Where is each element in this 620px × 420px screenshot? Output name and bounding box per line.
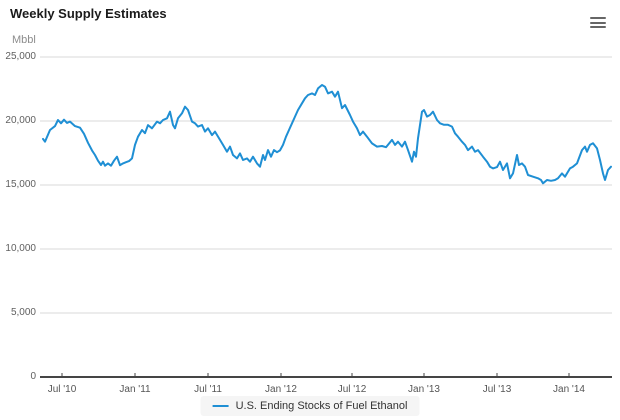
y-axis-title: Mbbl — [12, 34, 36, 46]
y-tick-label: 15,000 — [5, 179, 36, 190]
legend-label: U.S. Ending Stocks of Fuel Ethanol — [235, 400, 408, 412]
x-tick-label: Jan '11 — [119, 384, 151, 395]
x-tick-label: Jan '12 — [265, 384, 297, 395]
x-tick-label: Jul '11 — [194, 384, 222, 395]
x-tick-label: Jul '13 — [482, 384, 512, 395]
legend-item-us-ending-stocks[interactable]: U.S. Ending Stocks of Fuel Ethanol — [200, 396, 420, 416]
hamburger-menu-icon[interactable] — [590, 16, 606, 29]
y-tick-label: 5,000 — [10, 307, 36, 318]
x-tick-label: Jan '13 — [408, 384, 440, 395]
chart-title: Weekly Supply Estimates — [10, 6, 167, 21]
x-tick-label: Jul '12 — [337, 384, 367, 395]
x-tick-label: Jan '14 — [553, 384, 585, 395]
y-tick-label: 25,000 — [5, 51, 36, 62]
legend-line-marker — [212, 405, 229, 407]
y-tick-label: 20,000 — [5, 115, 36, 126]
plot-area — [40, 56, 612, 378]
y-tick-label: 10,000 — [5, 243, 36, 254]
y-tick-label: 0 — [30, 371, 36, 382]
series-line-us-ending-stocks-of-fuel-ethanol — [42, 84, 612, 185]
gridlines — [40, 56, 612, 314]
x-axis-ticks — [61, 373, 570, 378]
x-tick-label: Jul '10 — [47, 384, 77, 395]
